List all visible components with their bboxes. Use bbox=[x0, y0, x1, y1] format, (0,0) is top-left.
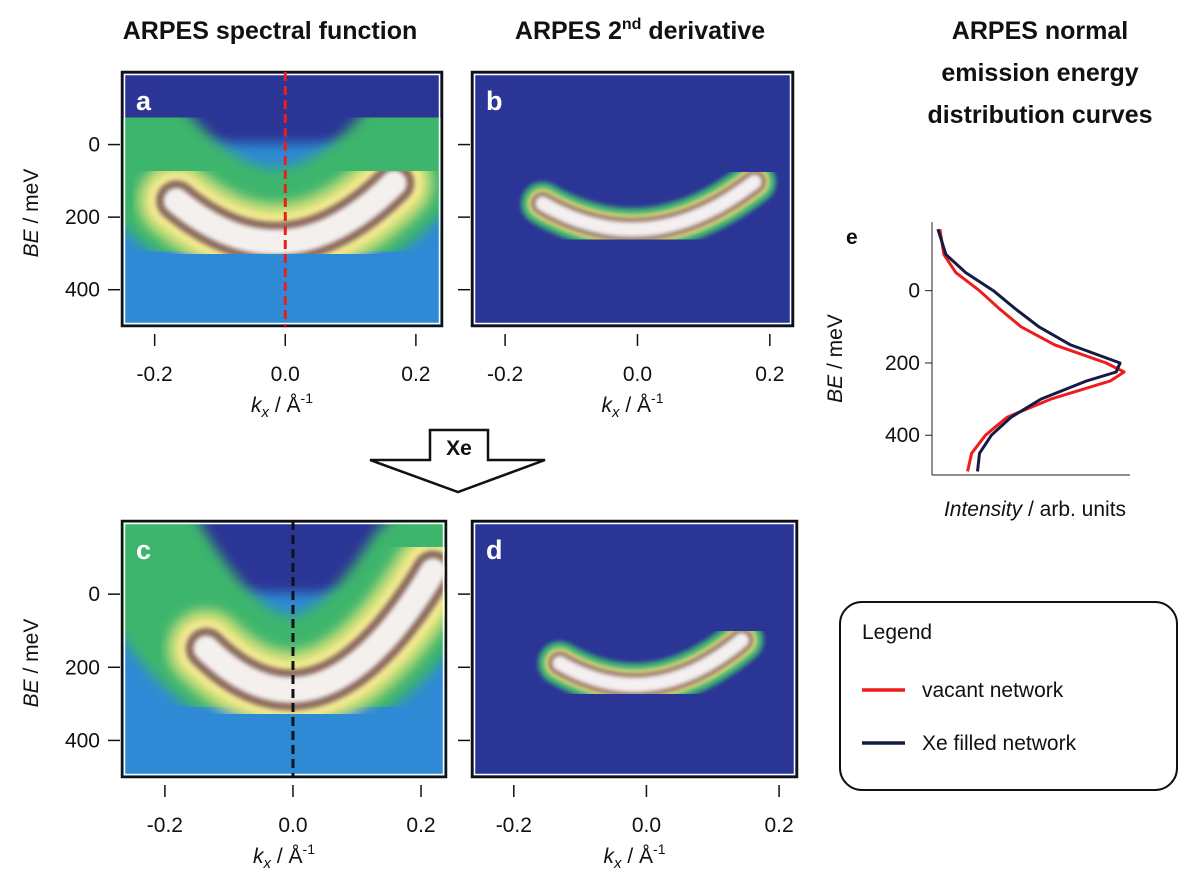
x-tick-label: 0.2 bbox=[764, 814, 793, 837]
panel-label: a bbox=[136, 86, 152, 116]
x-label-sub: x bbox=[261, 404, 270, 421]
heatmap-band bbox=[534, 174, 763, 238]
heatmap-image bbox=[472, 521, 797, 777]
edc-line bbox=[936, 228, 1122, 472]
y-tick-label: 200 bbox=[65, 206, 100, 229]
x-label-unit: / Å bbox=[269, 394, 301, 417]
panel-title: ARPES 2nd derivative bbox=[515, 16, 765, 45]
panel-frame bbox=[470, 519, 799, 779]
x-tick-label: 0.2 bbox=[406, 814, 435, 837]
x-tick-label: 0.0 bbox=[271, 363, 300, 386]
y-label-var: BE bbox=[824, 374, 847, 403]
x-label-var: k bbox=[251, 394, 263, 417]
x-label-unit: / Å bbox=[271, 845, 303, 868]
y-tick-label: 200 bbox=[885, 352, 920, 375]
heatmap-image bbox=[122, 521, 446, 777]
panel-frame bbox=[470, 70, 795, 328]
x-tick-label: -0.2 bbox=[487, 363, 523, 386]
edc-line bbox=[938, 228, 1126, 472]
y-tick-label: 0 bbox=[88, 134, 100, 157]
panel-frame bbox=[120, 519, 448, 779]
title-part: ARPES 2 bbox=[515, 17, 622, 45]
x-tick-label: -0.2 bbox=[137, 363, 173, 386]
x-axis-label: kx / Å-1 bbox=[253, 841, 315, 872]
x-tick-label: -0.2 bbox=[496, 814, 532, 837]
y-label-unit: / meV bbox=[824, 314, 847, 375]
x-tick-label: 0.0 bbox=[623, 363, 652, 386]
heatmap-band bbox=[193, 558, 446, 703]
panel-frame-inner bbox=[473, 73, 792, 325]
x-label-sup: -1 bbox=[301, 390, 314, 406]
heatmap-image bbox=[472, 72, 793, 326]
xe-arrow: Xe bbox=[369, 428, 546, 494]
y-tick-label: 200 bbox=[65, 656, 100, 679]
y-tick-label: 400 bbox=[65, 279, 100, 302]
x-label-var: Intensity bbox=[944, 498, 1024, 521]
y-tick-label: 0 bbox=[88, 583, 100, 606]
x-label-sup: -1 bbox=[303, 841, 316, 857]
x-label-var: k bbox=[602, 394, 614, 417]
y-tick-label: 400 bbox=[885, 424, 920, 447]
panel-label: e bbox=[846, 226, 858, 249]
panel-title: emission energy bbox=[941, 59, 1138, 87]
y-axis-label: BE / meV bbox=[20, 169, 43, 258]
x-axis-label: Intensity / arb. units bbox=[944, 498, 1126, 521]
y-label-var: BE bbox=[20, 228, 43, 257]
title-sup: nd bbox=[622, 16, 642, 33]
x-label-unit: / arb. units bbox=[1022, 498, 1126, 521]
x-label-sub: x bbox=[263, 855, 272, 872]
legend-entry: vacant network bbox=[922, 679, 1064, 702]
heatmap-image bbox=[122, 72, 442, 326]
x-label-var: k bbox=[253, 845, 265, 868]
x-tick-label: 0.2 bbox=[755, 363, 784, 386]
x-tick-label: 0.0 bbox=[632, 814, 661, 837]
heatmap-band bbox=[552, 632, 750, 693]
x-axis-label: kx / Å-1 bbox=[602, 390, 664, 421]
legend-box bbox=[839, 601, 1178, 791]
x-label-unit: / Å bbox=[620, 394, 652, 417]
legend-entry: Xe filled network bbox=[922, 732, 1077, 755]
x-label-var: k bbox=[604, 845, 616, 868]
x-tick-label: 0.0 bbox=[278, 814, 307, 837]
panel-label: c bbox=[136, 535, 151, 565]
arrow-label: Xe bbox=[446, 437, 472, 460]
panel-title: ARPES spectral function bbox=[123, 17, 418, 45]
y-label-unit: / meV bbox=[20, 619, 43, 680]
x-axis-label: kx / Å-1 bbox=[251, 390, 313, 421]
panel-label: b bbox=[486, 86, 503, 116]
y-tick-label: 400 bbox=[65, 729, 100, 752]
x-axis-label: kx / Å-1 bbox=[604, 841, 666, 872]
panel-label: d bbox=[486, 535, 503, 565]
title-part: derivative bbox=[641, 17, 765, 45]
x-label-sub: x bbox=[611, 404, 620, 421]
y-tick-label: 0 bbox=[908, 280, 920, 303]
x-tick-label: 0.2 bbox=[401, 363, 430, 386]
panel-frame bbox=[120, 70, 444, 328]
x-tick-label: -0.2 bbox=[147, 814, 183, 837]
legend-title: Legend bbox=[862, 621, 932, 644]
panel-frame-inner bbox=[123, 73, 441, 325]
x-label-sup: -1 bbox=[651, 390, 664, 406]
x-label-unit: / Å bbox=[622, 845, 654, 868]
y-axis-label: BE / meV bbox=[824, 314, 847, 403]
panel-title: ARPES normal bbox=[952, 17, 1128, 45]
panel-frame-inner bbox=[473, 522, 796, 776]
x-label-sup: -1 bbox=[653, 841, 666, 857]
panel-title: distribution curves bbox=[927, 101, 1152, 129]
y-axis-label: BE / meV bbox=[20, 619, 43, 708]
x-label-sub: x bbox=[613, 855, 622, 872]
y-label-unit: / meV bbox=[20, 169, 43, 230]
y-label-var: BE bbox=[20, 678, 43, 707]
panel-frame-inner bbox=[123, 522, 445, 776]
